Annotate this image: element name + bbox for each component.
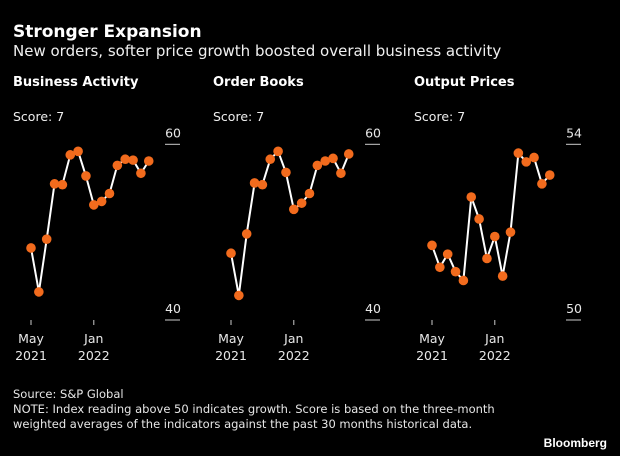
- data-point: [513, 148, 524, 158]
- data-point: [544, 170, 555, 180]
- score-output-prices: Score: 7: [414, 109, 466, 124]
- data-point: [234, 290, 244, 301]
- footer-notes: Source: S&P Global NOTE: Index reading a…: [13, 387, 503, 432]
- x-tick-label-year: 2022: [78, 348, 110, 363]
- data-point: [281, 167, 291, 178]
- data-point: [521, 157, 531, 167]
- x-tick-label-month: May: [419, 331, 445, 346]
- data-point: [529, 152, 539, 163]
- data-point: [289, 204, 299, 215]
- y-tick-label: 60: [365, 125, 381, 140]
- y-tick-label: 60: [165, 125, 181, 140]
- data-point: [466, 192, 477, 202]
- source-text: Source: S&P Global: [13, 387, 124, 401]
- x-tick-label-month: Jan: [484, 331, 504, 346]
- data-point: [104, 188, 115, 199]
- data-point: [96, 196, 107, 207]
- data-point: [241, 229, 252, 239]
- data-point: [249, 178, 260, 188]
- x-tick-label-year: 2021: [416, 348, 448, 363]
- data-point: [34, 287, 44, 297]
- data-point: [458, 275, 469, 286]
- data-point: [304, 188, 315, 199]
- data-point: [537, 179, 547, 189]
- chart-subtitle: New orders, softer price growth boosted …: [13, 42, 502, 60]
- bloomberg-logo: Bloomberg: [543, 436, 607, 450]
- x-tick-label-year: 2022: [479, 348, 511, 363]
- data-point: [257, 179, 268, 190]
- data-point: [296, 198, 307, 208]
- x-tick-label-month: May: [218, 331, 244, 346]
- data-point: [450, 266, 461, 277]
- data-point: [57, 179, 68, 190]
- data-point: [73, 146, 83, 157]
- panel-title-order-books: Order Books: [213, 75, 304, 90]
- score-business-activity: Score: 7: [13, 109, 65, 124]
- data-point: [482, 253, 492, 264]
- x-tick-label-month: May: [18, 331, 44, 346]
- y-tick-label: 40: [365, 301, 381, 316]
- x-tick-label-year: 2021: [15, 348, 47, 363]
- data-point: [312, 160, 323, 171]
- data-point: [336, 168, 346, 179]
- series-line: [30, 149, 150, 293]
- data-point: [435, 262, 445, 273]
- score-order-books: Score: 7: [213, 109, 265, 124]
- data-point: [273, 146, 283, 157]
- x-tick-label-year: 2021: [215, 348, 247, 363]
- data-point: [112, 160, 123, 171]
- data-point: [26, 243, 36, 253]
- note-text: NOTE: Index reading above 50 indicates g…: [13, 402, 495, 431]
- data-point: [81, 171, 91, 181]
- panel-title-output-prices: Output Prices: [414, 75, 515, 90]
- data-point: [226, 248, 236, 259]
- x-tick-label-month: Jan: [283, 331, 303, 346]
- data-point: [49, 179, 60, 189]
- data-point: [120, 154, 130, 165]
- series-line: [431, 150, 551, 283]
- data-point: [427, 240, 437, 251]
- data-point: [343, 149, 354, 159]
- data-point: [265, 154, 276, 165]
- data-point: [505, 227, 516, 237]
- panel-title-business-activity: Business Activity: [13, 75, 139, 90]
- x-tick-label-month: Jan: [83, 331, 103, 346]
- x-tick-label-year: 2022: [278, 348, 310, 363]
- data-point: [128, 155, 138, 165]
- data-point: [41, 234, 52, 244]
- data-point: [136, 168, 146, 179]
- chart-title: Stronger Expansion: [13, 22, 202, 42]
- y-tick-label: 40: [165, 301, 181, 316]
- data-point: [65, 150, 76, 160]
- data-point: [490, 231, 500, 242]
- data-point: [442, 249, 453, 259]
- data-point: [497, 271, 508, 281]
- data-point: [328, 153, 338, 164]
- data-point: [89, 200, 99, 210]
- data-point: [143, 156, 154, 166]
- data-point: [320, 156, 331, 166]
- y-tick-label: 54: [566, 125, 582, 140]
- y-tick-label: 50: [566, 301, 582, 316]
- data-point: [474, 214, 484, 224]
